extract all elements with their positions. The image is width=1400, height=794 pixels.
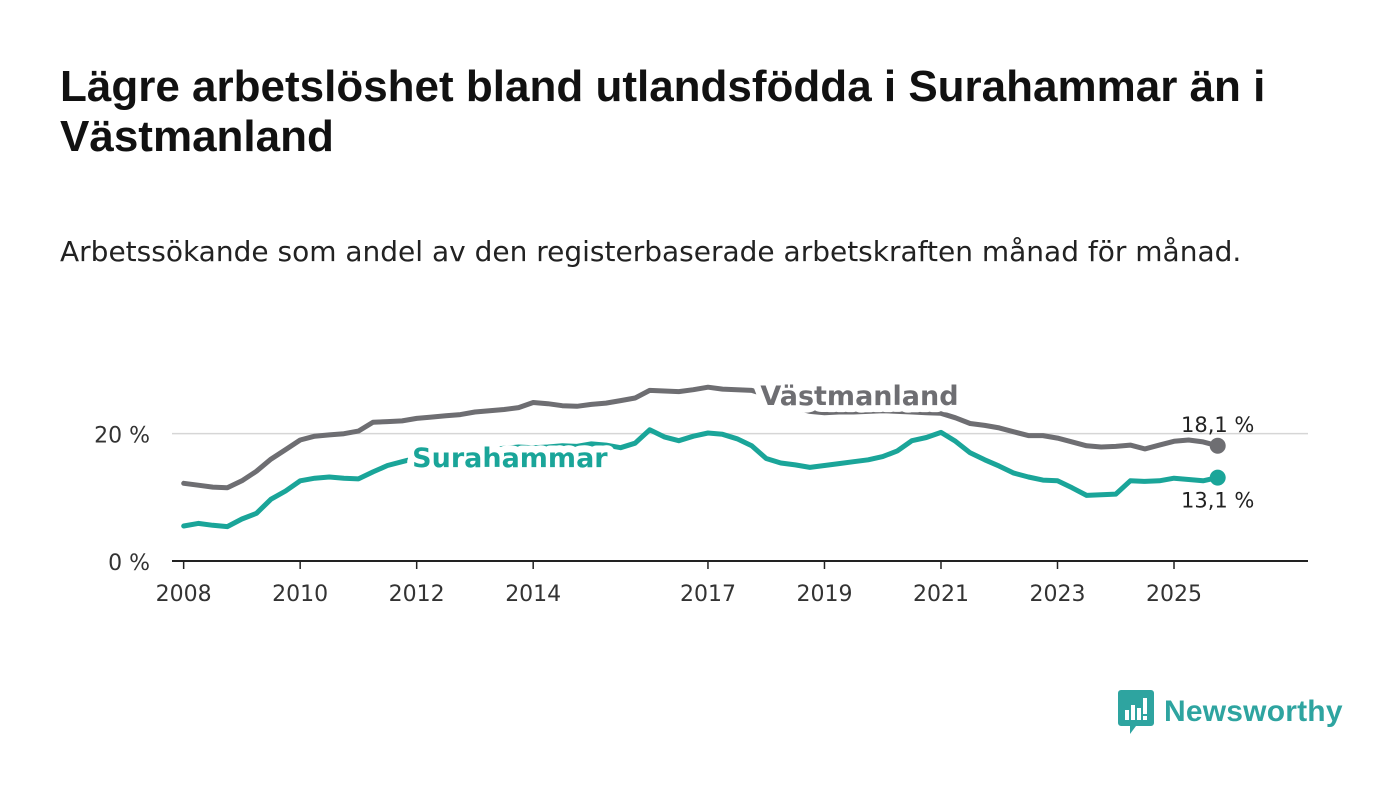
x-tick-label: 2008: [156, 582, 212, 607]
newsworthy-logo-icon: [1118, 690, 1154, 734]
end-value-label-surahammar: 13,1 %: [1181, 489, 1254, 513]
chart-subtitle: Arbetssökande som andel av den registerb…: [60, 235, 1242, 268]
series-line-surahammar: [181, 427, 1221, 530]
y-tick-label: 20 %: [94, 424, 150, 449]
series-label-halo: Surahammar: [412, 443, 608, 474]
chart-title: Lägre arbetslöshet bland utlandsfödda i …: [60, 62, 1266, 161]
series-label-västmanland: Västmanland: [760, 381, 958, 412]
end-value-label-västmanland: 18,1 %: [1181, 413, 1254, 437]
x-tick-label: 2021: [913, 582, 969, 607]
x-tick-label: 2012: [389, 582, 445, 607]
x-tick-label: 2023: [1029, 582, 1085, 607]
series-line-västmanland: [181, 384, 1221, 491]
x-tick-label: 2010: [272, 582, 328, 607]
x-tick-label: 2017: [680, 582, 736, 607]
end-point-västmanland: [1209, 437, 1226, 454]
brand-logo: Newsworthy: [1118, 690, 1343, 734]
x-tick-label: 2025: [1146, 582, 1202, 607]
x-tick-label: 2014: [505, 582, 561, 607]
x-tick-label: 2019: [796, 582, 852, 607]
y-tick-label: 0 %: [108, 551, 150, 576]
brand-name: Newsworthy: [1164, 695, 1343, 728]
series-label-surahammar: Surahammar: [412, 443, 608, 474]
series-label-halo: Västmanland: [760, 381, 958, 412]
end-point-surahammar: [1209, 469, 1226, 486]
